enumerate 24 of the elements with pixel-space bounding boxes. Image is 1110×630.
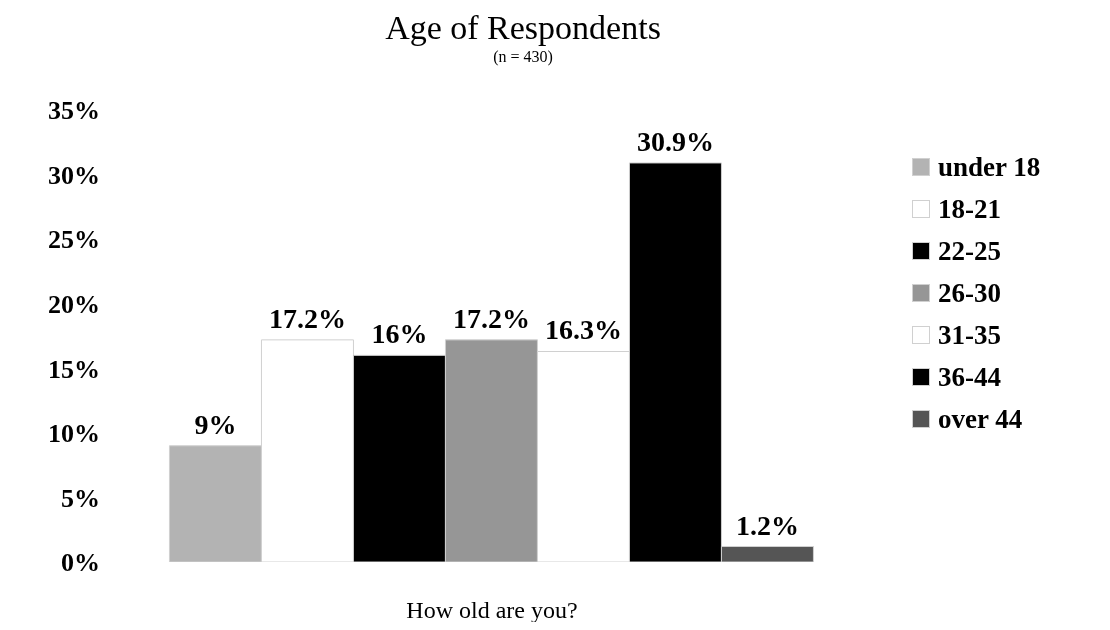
legend-label: 31-35 bbox=[938, 319, 1001, 352]
chart-title: Age of Respondents bbox=[384, 8, 662, 48]
y-tick-label: 10% bbox=[48, 419, 100, 449]
legend-label: 18-21 bbox=[938, 193, 1001, 226]
data-label: 9% bbox=[194, 408, 237, 440]
legend-label: over 44 bbox=[938, 403, 1023, 436]
data-label: 30.9% bbox=[636, 125, 714, 157]
y-tick-label: 35% bbox=[48, 96, 100, 126]
legend-label: 26-30 bbox=[938, 277, 1001, 310]
y-tick-label: 20% bbox=[48, 289, 100, 319]
legend-label: 22-25 bbox=[938, 235, 1001, 268]
y-tick-label: 25% bbox=[48, 225, 100, 255]
y-tick-label: 15% bbox=[48, 354, 100, 384]
y-tick-label: 30% bbox=[48, 160, 100, 190]
data-label: 17.2% bbox=[452, 302, 530, 334]
legend-label: under 18 bbox=[938, 151, 1041, 184]
legend-label: 36-44 bbox=[938, 361, 1001, 394]
y-tick-label: 0% bbox=[61, 548, 100, 578]
data-label: 16.3% bbox=[544, 314, 622, 346]
data-label: 1.2% bbox=[735, 509, 799, 541]
y-tick-label: 5% bbox=[61, 483, 100, 513]
data-label: 17.2% bbox=[268, 302, 346, 334]
chart-subtitle: (n = 430) bbox=[492, 48, 554, 66]
data-label: 16% bbox=[371, 318, 428, 350]
